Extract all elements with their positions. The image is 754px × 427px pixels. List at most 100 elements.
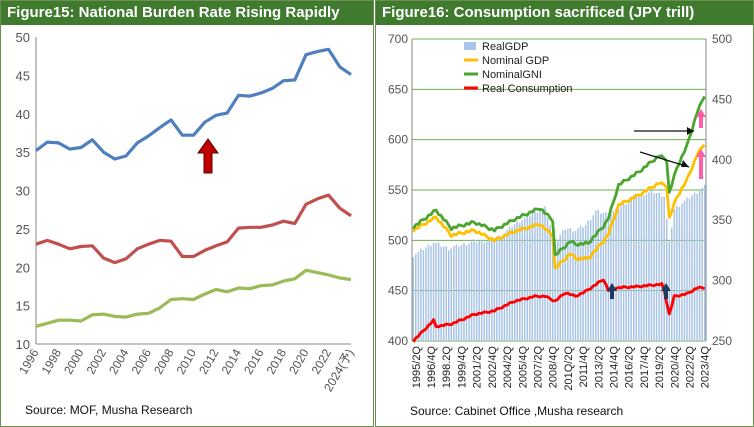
x-tick-label: 2014 [219,346,245,376]
realgdp-bar [473,239,475,341]
realgdp-bar [463,243,465,341]
y-left-tick-label: 650 [388,82,408,96]
realgdp-bar [559,234,562,341]
realgdp-bar [415,254,417,341]
realgdp-bar [635,196,638,341]
realgdp-bar [663,196,665,341]
realgdp-bar [579,225,582,341]
realgdp-bar [698,190,701,341]
realgdp-bar [458,246,460,341]
realgdp-bar [627,201,630,341]
realgdp-bar [615,208,617,341]
series-line [412,278,706,343]
realgdp-bar [412,257,415,341]
realgdp-bar [435,242,437,341]
realgdp-bar [478,241,480,341]
realgdp-bar [620,206,622,341]
realgdp-bar [417,251,420,341]
realgdp-bar [486,241,488,341]
x-tick-label: 1998.2Q [441,346,453,389]
realgdp-bar [531,213,534,341]
realgdp-bar [676,205,678,341]
y-tick-label: 45 [16,68,30,83]
figure16-chart: 400 450 500 550 600 650 700 250 300 350 400 450 500 1… [388,32,732,391]
realgdp-bar [539,210,541,341]
y-left-tick-label: 700 [388,32,408,46]
x-tick-label: 2002 [84,346,110,376]
x-tick-label: 2010 [174,346,200,376]
realgdp-bar [617,209,620,341]
y-right-tick-label: 500 [712,32,732,46]
realgdp-bar [536,213,539,341]
series-line [35,47,352,161]
realgdp-bar [503,232,506,341]
series-line [35,193,352,265]
realgdp-bar [643,195,645,341]
legend-swatch [464,72,478,76]
realgdp-bar [541,208,544,341]
realgdp-bar [519,223,521,341]
realgdp-bar [450,248,453,341]
x-tick-label: 2001/2Q [472,346,484,389]
x-tick-label: 2018 [264,346,290,376]
realgdp-bar [524,217,526,341]
y-tick-label: 15 [16,299,30,314]
realgdp-bar [612,210,615,341]
realgdp-bar [600,213,602,341]
realgdp-bar [673,209,676,341]
y-left-tick-label: 450 [388,284,408,298]
realgdp-bar [683,200,686,341]
y-tick-label: 35 [16,145,30,160]
realgdp-bar [693,192,696,341]
x-tick-label: 2007/2Q [532,346,544,389]
realgdp-bar [422,250,425,341]
x-tick-label: 2008/4Q [548,346,560,389]
realgdp-bar [622,203,625,341]
x-tick-label: 1996/4Q [426,346,438,389]
x-tick-label: 2020 [286,346,312,376]
realgdp-bar [526,214,529,341]
y-tick-label: 25 [16,222,30,237]
x-tick-label: 2019/2Q [654,346,666,389]
x-tick-label: 2004 [106,346,132,376]
x-tick-label: 2023/4Q [700,346,712,389]
y-left-tick-label: 600 [388,133,408,147]
realgdp-bar [595,210,597,341]
realgdp-bar [589,220,592,341]
realgdp-bar [650,190,653,341]
realgdp-bar [432,243,435,341]
realgdp-bar [582,227,584,341]
y-right-tick-label: 250 [712,334,732,348]
realgdp-bar [574,230,577,341]
y-left-tick-label: 400 [388,334,408,348]
realgdp-bar [465,245,468,341]
x-tick-label: 2005/4Q [517,346,529,389]
realgdp-bar [557,239,559,341]
realgdp-bar [701,187,703,341]
figure15-title: Figure15: National Burden Rate Rising Ra… [1,1,373,25]
realgdp-bar [605,212,607,341]
y-right-tick-label: 450 [712,92,732,106]
figure15-panel: Figure15: National Burden Rate Rising Ra… [0,0,374,427]
y-left-tick-label: 550 [388,183,408,197]
x-tick-label: 2022/2Q [685,346,697,389]
x-tick-label: 2008 [151,346,177,376]
figure15-source: Source: MOF, Musha Research [25,403,193,417]
arrow-head-icon [681,160,689,167]
realgdp-bar [501,236,503,341]
x-tick-label: 2016 [241,346,267,376]
realgdp-bar [546,217,549,341]
realgdp-bar [488,240,491,341]
realgdp-bar [480,239,483,341]
realgdp-bar [534,210,536,341]
figure16-panel: Figure16: Consumption sacrificed (JPY tr… [375,0,754,427]
realgdp-bar [607,216,610,341]
x-tick-label: 2016/2Q [624,346,636,389]
legend-swatch [464,42,476,50]
realgdp-bar [597,209,600,341]
realgdp-bar [420,248,422,341]
realgdp-bar [470,241,473,341]
realgdp-bar [645,193,648,341]
realgdp-bar [686,197,688,341]
series-line [35,268,352,328]
